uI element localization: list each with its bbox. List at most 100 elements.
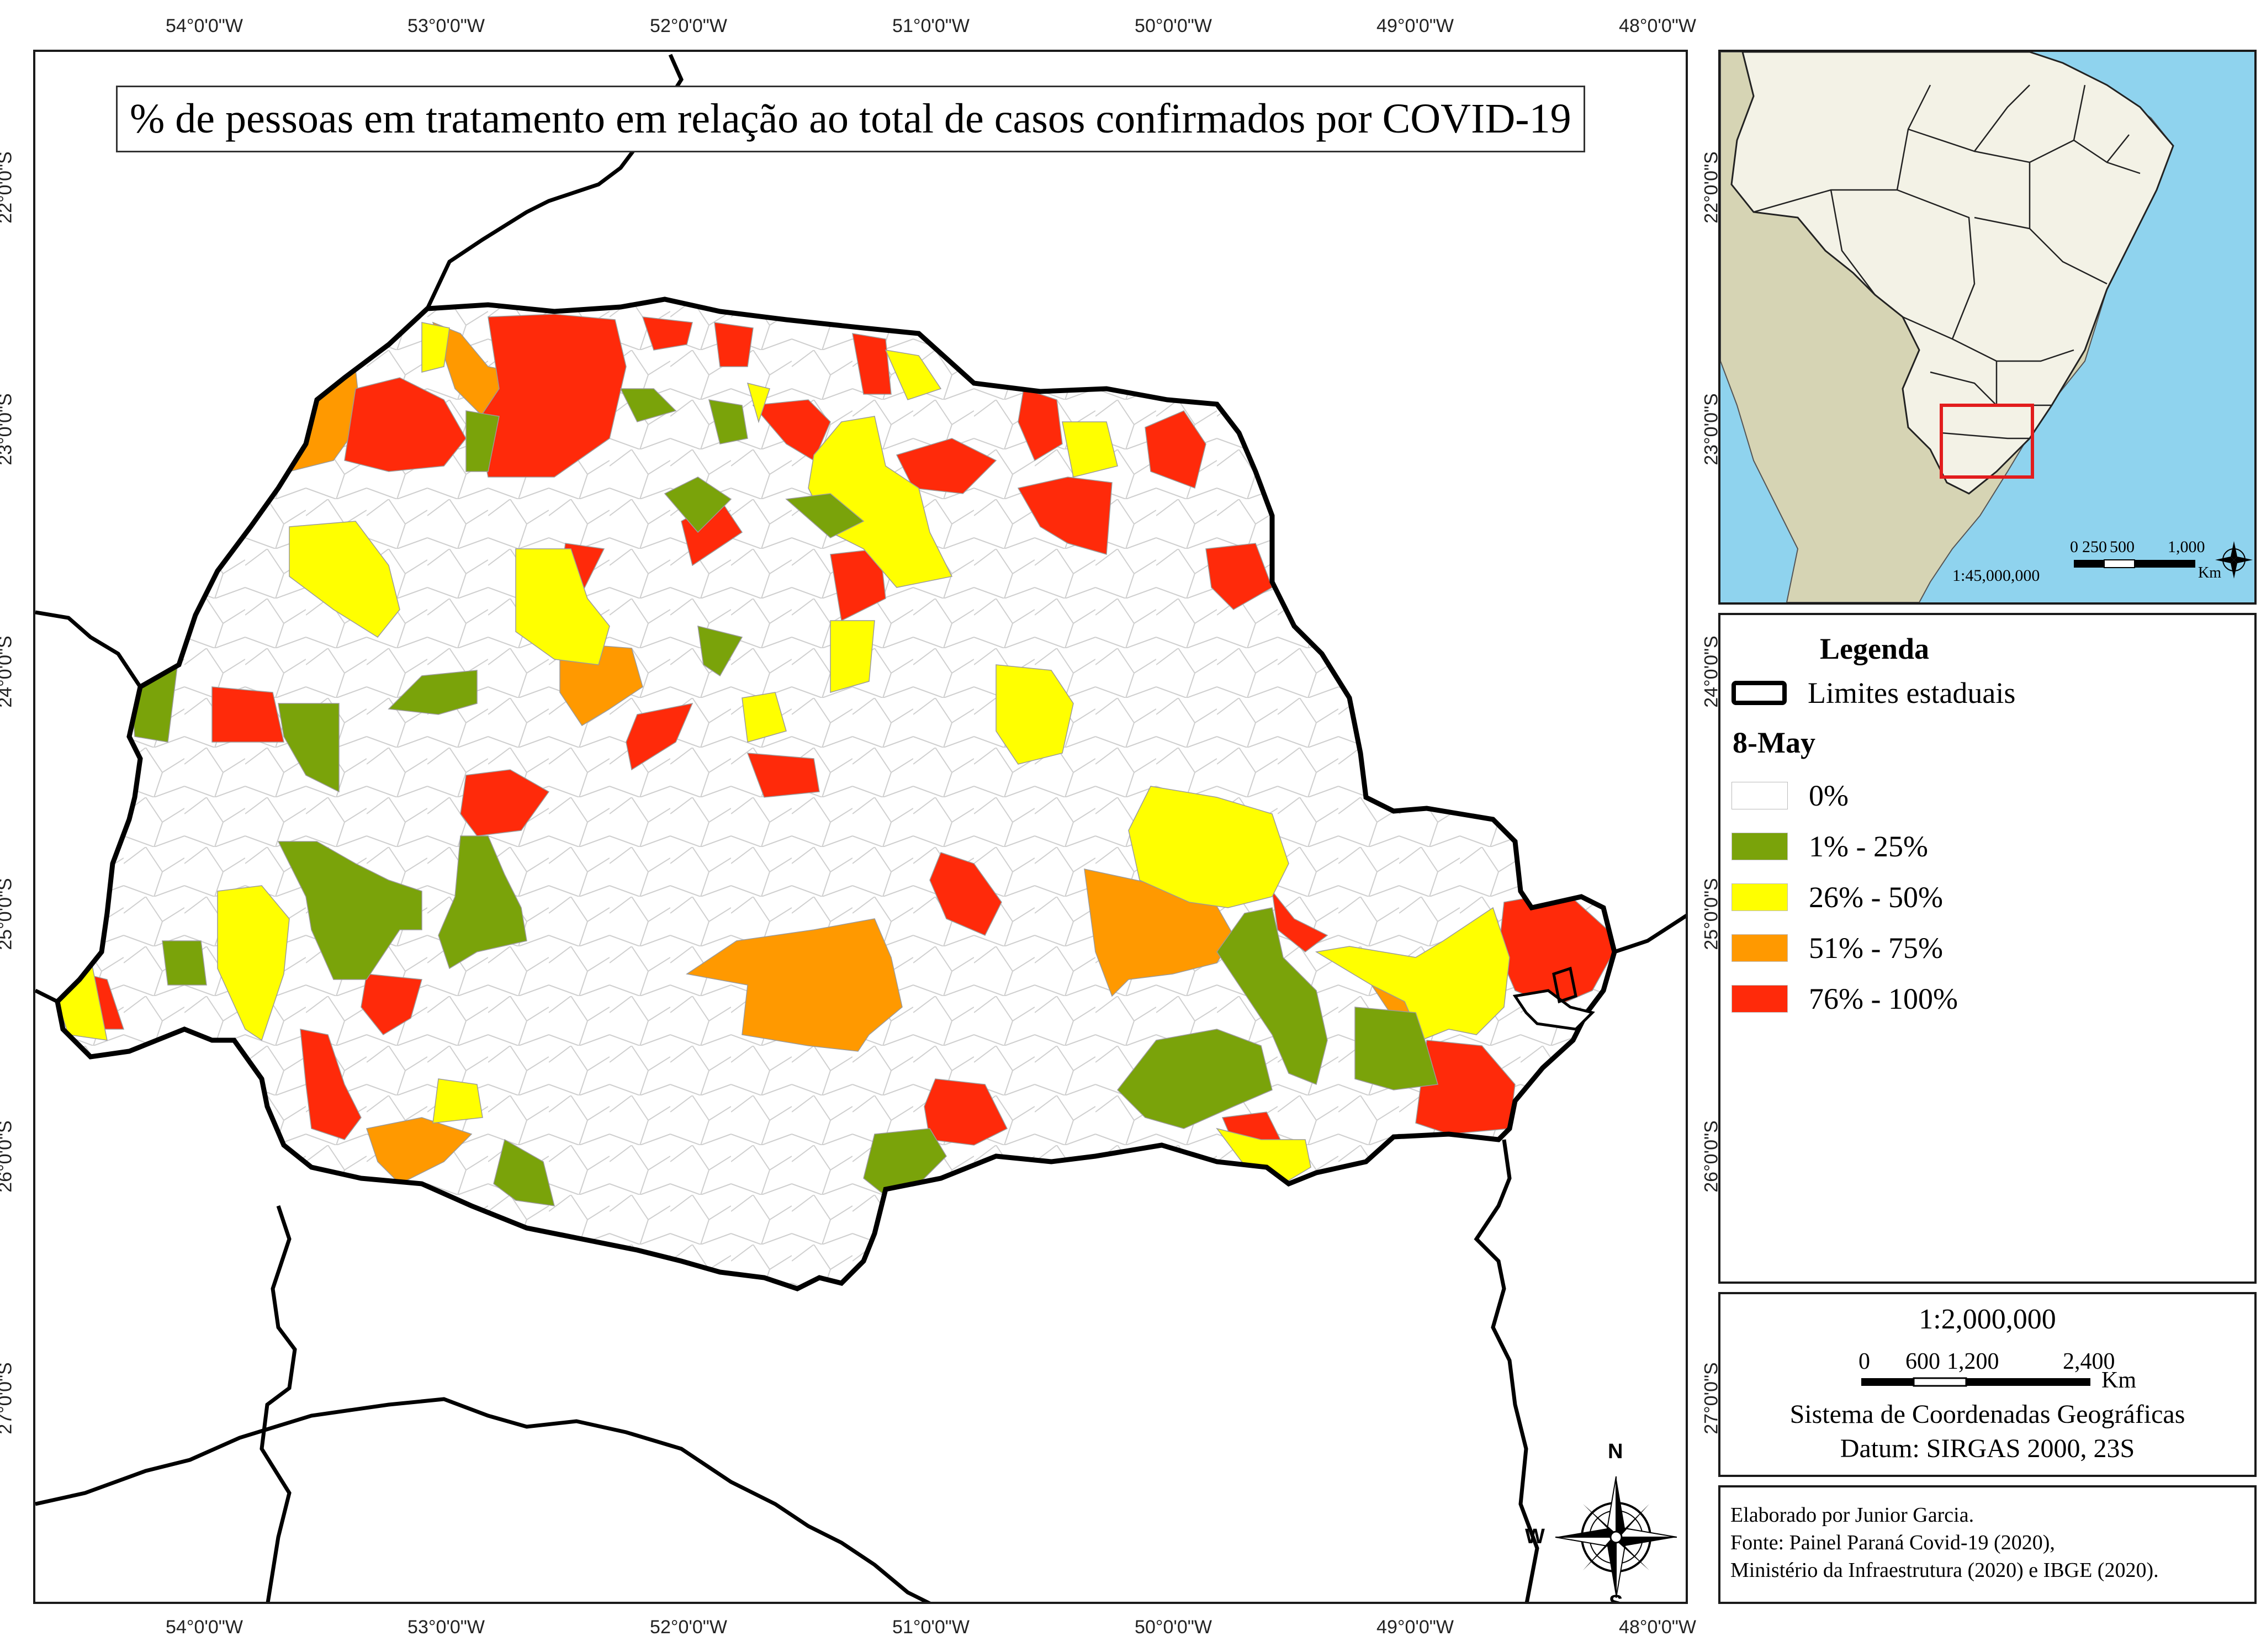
municipality-red	[476, 314, 627, 478]
municipality-red	[1018, 388, 1063, 462]
municipality-green	[708, 399, 748, 444]
lon-tick-top-54: 54°0'0"W	[166, 15, 243, 36]
municipality-green	[162, 940, 207, 986]
lon-tick-top-48: 48°0'0"W	[1619, 15, 1696, 36]
municipality-green	[438, 835, 527, 970]
map-title: % de pessoas em tratamento em relação ao…	[116, 86, 1585, 152]
scale-num-600: 600	[1905, 1349, 1940, 1374]
inset-scale-ratio: 1:45,000,000	[1952, 566, 2040, 585]
municipality-red	[1145, 410, 1206, 489]
lon-tick-top-49: 49°0'0"W	[1376, 15, 1454, 36]
municipality-yellow	[217, 885, 290, 1041]
lon-tick-bottom-53: 53°0'0"W	[407, 1617, 485, 1638]
municipality-red	[211, 686, 284, 743]
municipality-yellow	[432, 1078, 483, 1124]
legend-swatch-1	[1732, 833, 1788, 860]
municipality-red	[344, 377, 467, 472]
legend-state-limits: Limites estaduais	[1732, 676, 2015, 710]
municipality-green	[277, 841, 422, 980]
legend-class-label: 26% - 50%	[1809, 881, 1943, 914]
municipality-green	[619, 388, 677, 422]
north-arrow: N S W E	[1525, 1440, 1686, 1604]
municipality-green	[278, 703, 340, 793]
municipality-yellow	[885, 350, 942, 400]
lat-tick-left-22: 22°0'0"S	[0, 151, 16, 224]
lon-tick-bottom-52: 52°0'0"W	[650, 1617, 727, 1638]
municipality-orange	[559, 642, 643, 727]
legend-swatch-3	[1732, 934, 1788, 962]
state-limits-swatch	[1732, 681, 1787, 705]
lon-tick-top-53: 53°0'0"W	[407, 15, 485, 36]
legend-class-2: 26% - 50%	[1732, 880, 1943, 914]
legend-class-0: 0%	[1732, 779, 1849, 813]
legend-class-4: 76% - 100%	[1732, 982, 1958, 1016]
municipality-green	[388, 670, 478, 715]
lon-tick-bottom-54: 54°0'0"W	[166, 1617, 243, 1638]
lat-tick-left-26: 26°0'0"S	[0, 1120, 16, 1193]
municipality-green	[1117, 1029, 1273, 1129]
legend-swatch-0	[1732, 782, 1788, 809]
lat-tick-left-24: 24°0'0"S	[0, 636, 16, 708]
inset-locator-map[interactable]: 1:45,000,000 0 250 500 1,000 Km	[1718, 50, 2257, 605]
lon-tick-bottom-51: 51°0'0"W	[892, 1617, 970, 1638]
municipality-red	[924, 1078, 1008, 1146]
municipality-yellow	[742, 692, 787, 743]
municipality-red	[460, 769, 550, 836]
legend-title: Legenda	[1820, 632, 1930, 665]
compass-s-label: S	[1609, 1591, 1623, 1604]
municipality-yellow	[1128, 786, 1289, 908]
scale-num-1200: 1,200	[1947, 1349, 1999, 1374]
lat-tick-left-25: 25°0'0"S	[0, 878, 16, 950]
municipality-yellow	[1315, 907, 1510, 1041]
inset-scale-500: 500	[2110, 538, 2135, 556]
municipality-yellow	[746, 382, 770, 423]
scale-unit: Km	[2101, 1368, 2136, 1393]
legend-class-1: 1% - 25%	[1732, 829, 1928, 864]
credit-author: Elaborado por Junior Garcia.	[1730, 1503, 1974, 1527]
legend: Legenda Limites estaduais 8-May 0% 1% - …	[1718, 613, 2257, 1284]
main-map-frame[interactable]: N S W E	[33, 50, 1688, 1604]
legend-class-label: 0%	[1809, 779, 1849, 812]
inset-scale-0: 0	[2070, 538, 2078, 556]
inset-scale-bar	[2074, 559, 2195, 568]
scale-num-0: 0	[1858, 1349, 1870, 1374]
inset-compass-icon	[2215, 541, 2253, 579]
municipality-orange	[366, 1117, 473, 1184]
scale-bar	[1861, 1377, 2090, 1387]
municipality-red	[830, 548, 886, 622]
municipality-red	[361, 973, 422, 1035]
municipality-green	[664, 476, 732, 533]
parana-map[interactable]	[35, 52, 1688, 1604]
inset-scale-1000: 1,000	[2168, 538, 2205, 556]
municipality-yellow	[996, 664, 1074, 765]
scale-box: 1:2,000,000 0 600 1,200 2,400 Km Sistema…	[1718, 1292, 2257, 1477]
scale-num-2400: 2,400	[2063, 1349, 2115, 1374]
municipality-red	[752, 399, 831, 462]
lon-tick-top-52: 52°0'0"W	[650, 15, 727, 36]
municipality-yellow	[830, 620, 875, 693]
south-america-inset[interactable]	[1720, 52, 2254, 602]
municipality-yellow	[289, 521, 400, 638]
municipality-red	[714, 322, 754, 367]
municipality-green	[785, 493, 865, 538]
municipality-yellow	[515, 548, 610, 665]
scale-ratio: 1:2,000,000	[1919, 1304, 2056, 1335]
compass-w-label: W	[1525, 1525, 1545, 1548]
credits-box: Elaborado por Junior Garcia. Fonte: Pain…	[1718, 1485, 2257, 1604]
municipality-red	[746, 753, 820, 798]
paranagua-bay	[1512, 989, 1595, 1031]
municipality-red	[929, 852, 1002, 936]
municipality-yellow	[1062, 421, 1118, 478]
municipality-yellow	[421, 322, 450, 373]
municipality-green	[465, 410, 500, 472]
municipality-red	[642, 316, 693, 351]
brazil-shape	[1730, 52, 2174, 495]
municipality-red	[1017, 476, 1113, 555]
municipality-red	[626, 702, 693, 771]
legend-swatch-4	[1732, 985, 1788, 1013]
legend-state-limits-label: Limites estaduais	[1808, 676, 2016, 709]
legend-class-label: 1% - 25%	[1809, 830, 1928, 863]
municipality-red	[852, 333, 892, 395]
compass-rose-icon	[1555, 1476, 1677, 1598]
municipality-orange	[686, 918, 903, 1052]
